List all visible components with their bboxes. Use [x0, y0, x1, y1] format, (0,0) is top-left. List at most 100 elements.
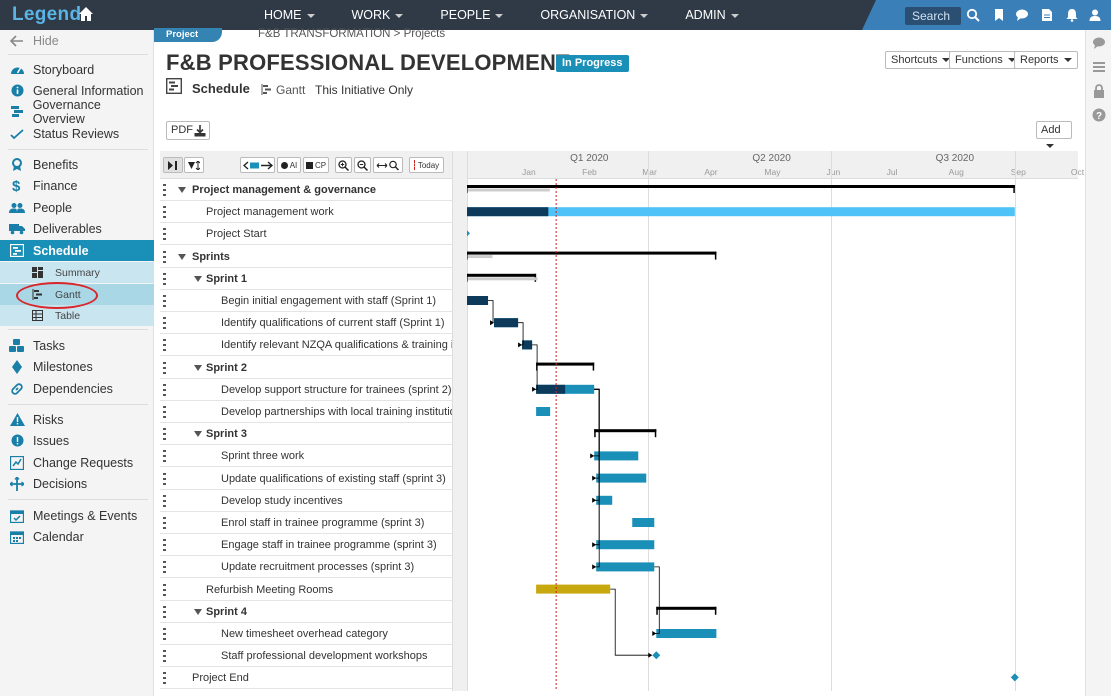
zoom-in-button[interactable] — [335, 157, 352, 173]
task-bar[interactable] — [596, 562, 655, 572]
pdf-export-button[interactable]: PDF — [166, 121, 210, 140]
task-bar[interactable] — [536, 584, 611, 594]
drag-handle-icon[interactable] — [163, 472, 166, 485]
drag-handle-icon[interactable] — [163, 561, 166, 574]
gantt-row[interactable]: New timesheet overhead category — [160, 623, 452, 645]
gantt-row[interactable]: Develop partnerships with local training… — [160, 401, 452, 423]
gantt-row[interactable]: Update recruitment processes (sprint 3) — [160, 556, 452, 579]
sidebar-item-issues[interactable]: Issues — [0, 430, 154, 451]
task-bar[interactable] — [656, 629, 717, 638]
task-bar[interactable] — [594, 451, 639, 461]
collapse-all-button[interactable] — [184, 157, 204, 173]
collapse-toggle-icon[interactable] — [194, 275, 202, 282]
sidebar-item-milestones[interactable]: Milestones — [0, 356, 154, 377]
view-selector[interactable]: Gantt — [276, 83, 306, 97]
sidebar-item-deliverables[interactable]: Deliverables — [0, 218, 154, 239]
drag-handle-icon[interactable] — [163, 672, 166, 685]
gantt-row[interactable]: Enrol staff in trainee programme (sprint… — [160, 512, 452, 534]
lock-icon[interactable] — [1092, 84, 1106, 98]
drag-handle-icon[interactable] — [163, 605, 166, 618]
gantt-row[interactable]: Sprint 1 — [160, 268, 452, 290]
functions-button[interactable]: Functions — [949, 51, 1022, 69]
sidebar-hide[interactable]: Hide — [0, 30, 154, 51]
sidebar-subitem-table[interactable]: Table — [0, 305, 154, 326]
document-icon[interactable] — [1040, 8, 1054, 22]
task-bar[interactable] — [596, 540, 655, 550]
today-button[interactable]: Today — [409, 157, 444, 173]
expand-all-button[interactable] — [163, 157, 183, 173]
drag-handle-icon[interactable] — [163, 450, 166, 463]
sidebar-item-decisions[interactable]: Decisions — [0, 473, 154, 494]
drag-handle-icon[interactable] — [163, 494, 166, 507]
summary-bar[interactable] — [536, 362, 595, 366]
drag-handle-icon[interactable] — [163, 428, 166, 441]
critical-path-button[interactable]: CP — [303, 157, 329, 173]
sidebar-item-general-information[interactable]: General Information — [0, 80, 154, 101]
milestone-diamond[interactable] — [652, 651, 661, 660]
search-input[interactable]: Search — [905, 7, 961, 25]
add-button[interactable]: Add — [1036, 121, 1072, 149]
home-icon[interactable] — [78, 6, 94, 22]
sidebar-item-calendar[interactable]: Calendar — [0, 526, 154, 547]
drag-handle-icon[interactable] — [163, 650, 166, 663]
sidebar-item-risks[interactable]: Risks — [0, 409, 154, 430]
drag-handle-icon[interactable] — [163, 317, 166, 330]
sidebar-item-schedule[interactable]: Schedule — [0, 240, 154, 261]
summary-bar[interactable] — [594, 429, 657, 433]
gantt-row[interactable]: Update qualifications of existing staff … — [160, 468, 452, 490]
summary-bar[interactable] — [467, 185, 1015, 188]
gantt-row[interactable]: Sprint 2 — [160, 357, 452, 379]
nav-organisation[interactable]: ORGANISATION — [531, 0, 649, 30]
gantt-row[interactable]: Project management work — [160, 201, 452, 224]
drag-handle-icon[interactable] — [163, 206, 166, 219]
sidebar-item-people[interactable]: People — [0, 197, 154, 218]
gantt-row[interactable]: Staff professional development workshops — [160, 645, 452, 668]
project-tab[interactable]: Project — [154, 28, 222, 42]
collapse-toggle-icon[interactable] — [178, 253, 186, 260]
milestone-diamond[interactable] — [467, 229, 470, 237]
gantt-row[interactable]: Project management & governance — [160, 179, 452, 201]
sidebar-item-meetings-events[interactable]: Meetings & Events — [0, 505, 154, 526]
collapse-toggle-icon[interactable] — [194, 608, 202, 615]
gantt-row[interactable]: Identify qualifications of current staff… — [160, 312, 452, 335]
zoom-out-button[interactable] — [354, 157, 371, 173]
sidebar-item-tasks[interactable]: Tasks — [0, 335, 154, 356]
drag-handle-icon[interactable] — [163, 250, 166, 263]
scroll-to-task-button[interactable] — [240, 157, 275, 173]
gantt-row[interactable]: Sprint 3 — [160, 423, 452, 446]
gantt-row[interactable]: Sprint 4 — [160, 601, 452, 623]
task-bar[interactable] — [596, 495, 613, 505]
gantt-splitter[interactable] — [452, 151, 468, 691]
gantt-row[interactable]: Identify relevant NZQA qualifications & … — [160, 334, 452, 357]
scope-filter[interactable]: This Initiative Only — [315, 83, 414, 97]
task-bar[interactable] — [467, 207, 1015, 217]
summary-bar[interactable] — [656, 606, 717, 610]
collapse-toggle-icon[interactable] — [194, 364, 202, 371]
gantt-row[interactable]: Develop study incentives — [160, 490, 452, 512]
bookmark-icon[interactable] — [992, 8, 1006, 22]
nav-work[interactable]: WORK — [343, 0, 404, 30]
user-icon[interactable] — [1088, 8, 1102, 22]
gantt-row[interactable]: Engage staff in trainee programme (sprin… — [160, 534, 452, 557]
reports-button[interactable]: Reports — [1014, 51, 1078, 69]
task-bar[interactable] — [596, 473, 647, 483]
gantt-row[interactable]: Project Start — [160, 223, 452, 246]
breadcrumb[interactable]: F&B TRANSFORMATION > Projects — [258, 28, 446, 40]
drag-handle-icon[interactable] — [163, 272, 166, 285]
gantt-row[interactable]: Begin initial engagement with staff (Spr… — [160, 290, 452, 312]
sidebar-item-finance[interactable]: $ Finance — [0, 175, 154, 196]
collapse-toggle-icon[interactable] — [178, 187, 186, 193]
milestone-diamond[interactable] — [1010, 673, 1019, 682]
summary-bar[interactable] — [467, 251, 717, 255]
drag-handle-icon[interactable] — [163, 628, 166, 640]
drag-handle-icon[interactable] — [163, 184, 166, 196]
sidebar-item-benefits[interactable]: Benefits — [0, 154, 154, 175]
sidebar-item-status-reviews[interactable]: Status Reviews — [0, 123, 154, 144]
search-icon[interactable] — [966, 8, 980, 22]
shortcuts-button[interactable]: Shortcuts — [885, 51, 957, 69]
zoom-fit-button[interactable] — [373, 157, 403, 173]
collapse-toggle-icon[interactable] — [194, 431, 202, 438]
task-bar[interactable] — [632, 518, 655, 527]
summary-bar[interactable] — [467, 273, 537, 277]
drag-handle-icon[interactable] — [163, 295, 166, 307]
